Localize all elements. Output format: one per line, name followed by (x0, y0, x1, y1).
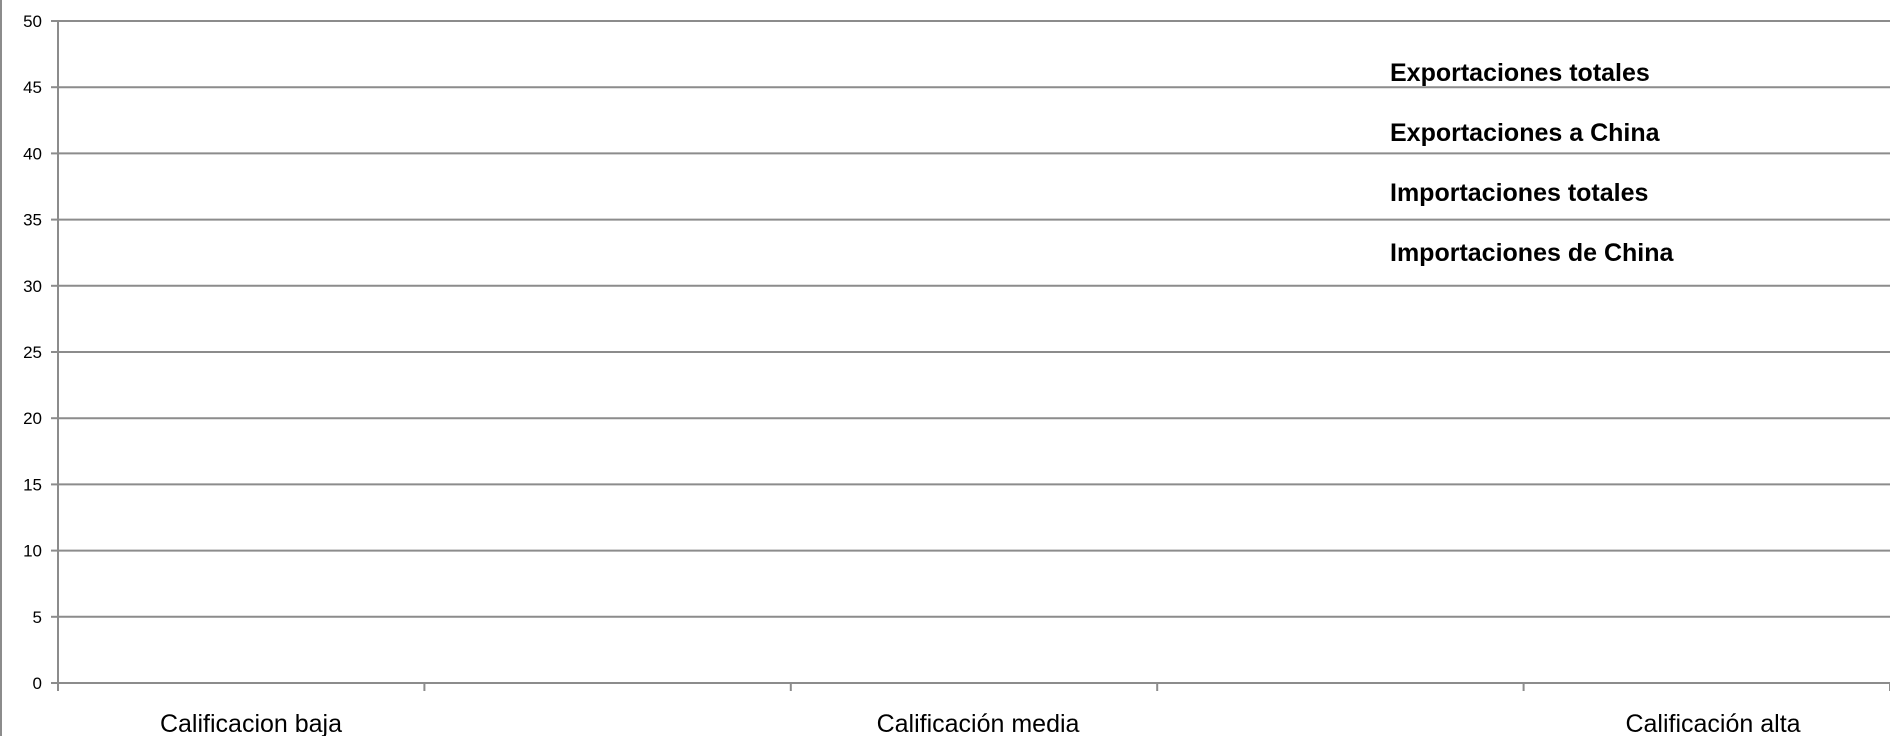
legend-entry: Exportaciones totales (1390, 59, 1650, 87)
axes (0, 0, 59, 736)
y-tick-label: 10 (23, 542, 42, 561)
legend: Exportaciones totales Exportaciones a Chi… (1390, 59, 1674, 267)
y-tick-label: 5 (33, 608, 42, 627)
legend-entry: Importaciones totales (1390, 179, 1648, 207)
y-tick-label: 30 (23, 277, 42, 296)
y-tick-label: 50 (23, 12, 42, 31)
y-tick-label: 0 (33, 674, 42, 693)
x-category-label: Calificación alta (1625, 710, 1800, 736)
y-tick-label: 45 (23, 78, 42, 97)
y-tick-label: 40 (23, 144, 42, 163)
x-category-label: Calificación media (877, 710, 1080, 736)
y-tick-label: 25 (23, 343, 42, 362)
x-category-labels: Calificacion baja Calificación media Calif… (160, 710, 1801, 738)
y-tick-label: 35 (23, 211, 42, 230)
y-tick-label: 15 (23, 475, 42, 494)
x-category-label: Calificacion baja (160, 710, 342, 736)
y-tick-labels: 0 5 10 15 20 25 30 35 40 45 50 (23, 12, 42, 693)
x-tick-marks (57, 683, 1890, 691)
gridlines (58, 20, 1890, 684)
legend-entry: Exportaciones a China (1390, 119, 1661, 147)
legend-entry: Importaciones de China (1390, 239, 1674, 267)
y-tick-label: 20 (23, 409, 42, 428)
